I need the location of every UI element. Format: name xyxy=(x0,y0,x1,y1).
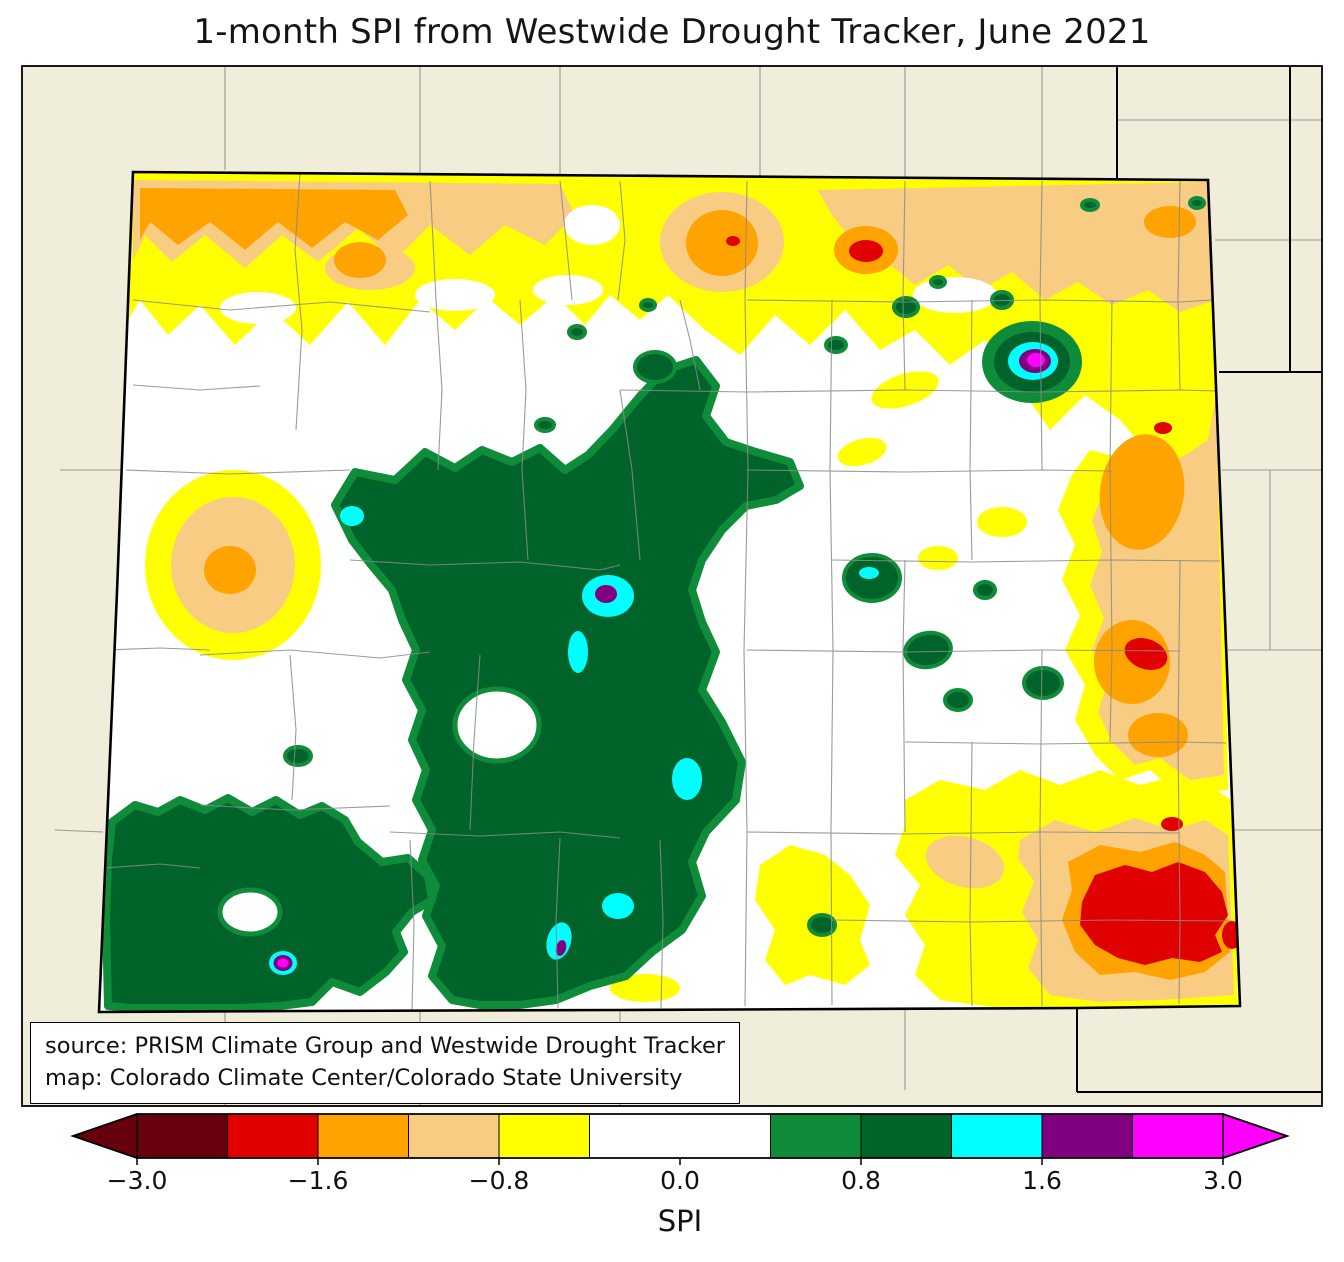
wet-bullseye-southwest xyxy=(269,951,297,975)
neighbor-county-lines xyxy=(54,67,1322,1105)
colorbar-segment-maroon xyxy=(136,1113,228,1159)
colorbar-tickmarks xyxy=(136,1158,1224,1165)
neighbor-state-borders xyxy=(1076,67,1322,1093)
colorbar-tick-label: 3.0 xyxy=(1203,1166,1243,1195)
colorbar-tick-label: −0.8 xyxy=(468,1166,530,1195)
colorbar-tick-label: 1.6 xyxy=(1022,1166,1062,1195)
colorbar-axis-label: SPI xyxy=(657,1204,703,1238)
wet-bullseye-northeast xyxy=(982,321,1082,403)
colorbar-segment-purple xyxy=(1041,1113,1133,1159)
colorbar-segment-red xyxy=(227,1113,319,1159)
colorbar-tick-label: 0.0 xyxy=(660,1166,700,1195)
colorbar-tick-label: −3.0 xyxy=(106,1166,168,1195)
colorbar-segment-cyan xyxy=(951,1113,1043,1159)
colorbar-segments xyxy=(136,1113,1224,1159)
source-annotation-box: source: PRISM Climate Group and Westwide… xyxy=(30,1022,741,1104)
colorado-county-lines xyxy=(103,172,1233,1011)
spi-contour-fields xyxy=(102,172,1240,1012)
colorbar-right-extend-arrow xyxy=(1222,1112,1290,1160)
colorbar-tick-label: −1.6 xyxy=(287,1166,349,1195)
colorbar-tick-labels: −3.0 −1.6 −0.8 0.0 0.8 1.6 3.0 xyxy=(0,1166,1344,1198)
colorado-border xyxy=(97,170,1242,1014)
source-line: source: PRISM Climate Group and Westwide… xyxy=(45,1033,726,1059)
wet-region-central-mountains xyxy=(331,356,804,1009)
colorbar-segment-white xyxy=(589,1113,771,1159)
colorbar-segment-dgreen xyxy=(860,1113,952,1159)
colorbar-left-extend-arrow xyxy=(70,1112,138,1160)
colorbar-tick-label: 0.8 xyxy=(841,1166,881,1195)
colorbar-segment-magenta xyxy=(1132,1113,1224,1159)
plot-frame xyxy=(21,65,1323,1107)
map-credit-line: map: Colorado Climate Center/Colorado St… xyxy=(45,1064,683,1091)
colorbar-segment-yellow xyxy=(498,1113,590,1159)
wet-extreme-spots xyxy=(269,506,879,975)
colorbar xyxy=(70,1112,1290,1165)
colorbar-segment-green xyxy=(770,1113,862,1159)
page-title: 1-month SPI from Westwide Drought Tracke… xyxy=(193,12,1151,52)
colorbar-segment-tan xyxy=(408,1113,500,1159)
wet-green-regions xyxy=(102,196,1206,1012)
colorbar-segment-orange xyxy=(317,1113,409,1159)
